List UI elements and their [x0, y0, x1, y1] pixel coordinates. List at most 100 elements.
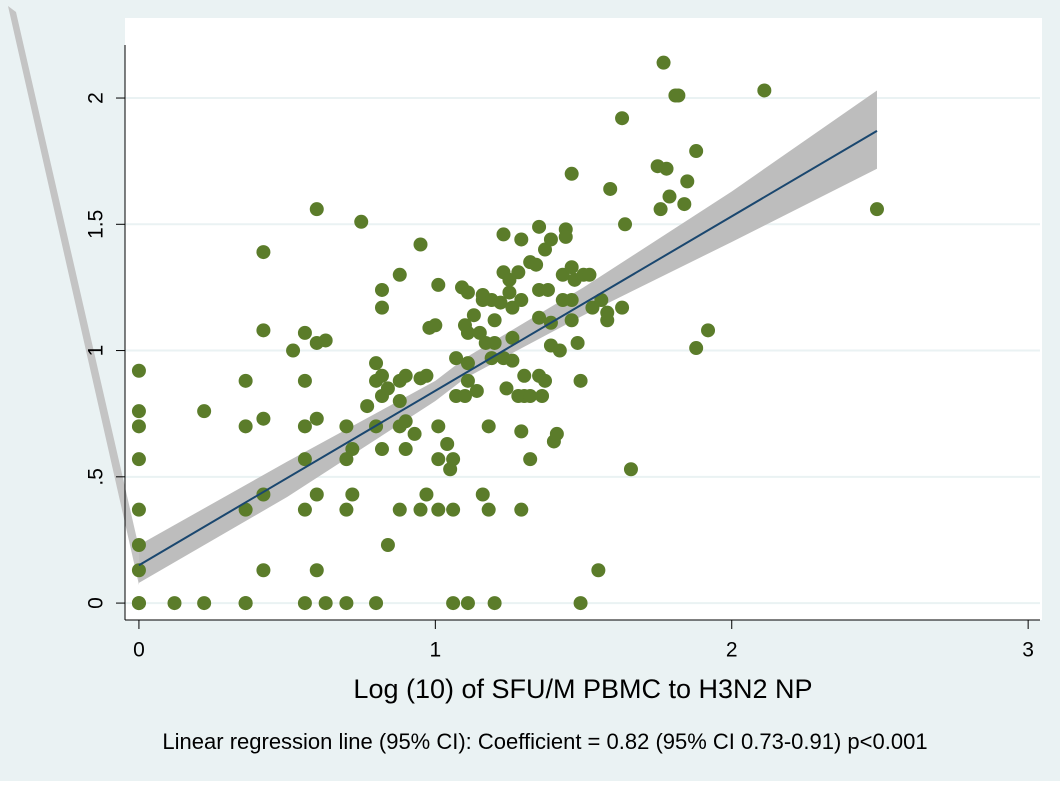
point: [869, 202, 884, 217]
point: [558, 229, 573, 244]
point: [505, 330, 520, 345]
points-layer: [131, 55, 884, 611]
point: [131, 538, 146, 552]
y-tick-label: .5: [85, 468, 108, 486]
point: [354, 214, 369, 229]
point: [653, 202, 668, 217]
point: [656, 55, 671, 70]
point: [487, 335, 502, 350]
point: [339, 419, 354, 434]
point: [573, 596, 588, 611]
point: [131, 502, 146, 517]
point: [460, 285, 475, 300]
point: [297, 452, 312, 467]
fit-layer: [138, 129, 878, 567]
point: [339, 596, 354, 611]
point: [131, 596, 146, 611]
point: [419, 487, 434, 502]
point: [256, 245, 271, 260]
point: [131, 363, 146, 378]
point: [460, 325, 475, 340]
point: [297, 325, 312, 340]
point: [535, 389, 550, 404]
point: [446, 502, 461, 517]
point: [345, 442, 360, 457]
x-tick-label: 2: [726, 639, 738, 662]
point: [309, 411, 324, 426]
point: [398, 442, 413, 457]
point: [446, 452, 461, 467]
point: [529, 257, 544, 272]
point: [514, 293, 529, 308]
point: [440, 436, 455, 451]
point: [431, 502, 446, 517]
point: [374, 282, 389, 297]
point: [380, 538, 395, 552]
point: [374, 368, 389, 383]
point: [481, 419, 496, 434]
point: [505, 353, 520, 368]
point: [615, 300, 630, 315]
point: [623, 462, 638, 477]
point: [523, 389, 538, 404]
point: [499, 381, 514, 396]
point: [543, 232, 558, 247]
point: [564, 166, 579, 181]
point: [256, 563, 271, 578]
point: [398, 414, 413, 429]
y-tick-label: 1.5: [85, 210, 108, 239]
point: [487, 313, 502, 328]
point: [514, 232, 529, 247]
point: [238, 502, 253, 517]
point: [460, 373, 475, 388]
fit-line: [138, 129, 878, 567]
point: [256, 411, 271, 426]
point: [374, 442, 389, 457]
point: [297, 596, 312, 611]
point: [431, 452, 446, 467]
point: [457, 389, 472, 404]
point: [449, 351, 464, 366]
point: [309, 202, 324, 217]
point: [573, 373, 588, 388]
x-tick-label: 1: [429, 639, 441, 662]
point: [131, 563, 146, 578]
point: [419, 368, 434, 383]
point: [671, 88, 686, 103]
point: [594, 293, 609, 308]
point: [345, 487, 360, 502]
point: [431, 277, 446, 292]
point: [380, 381, 395, 396]
point: [369, 596, 384, 611]
artifact: [8, 6, 139, 585]
point: [238, 596, 253, 611]
point: [286, 343, 301, 358]
point: [309, 487, 324, 502]
point: [238, 419, 253, 434]
point: [615, 111, 630, 126]
point: [374, 300, 389, 315]
point: [582, 267, 597, 282]
point: [466, 308, 481, 323]
point: [369, 356, 384, 371]
point: [469, 383, 484, 398]
point: [570, 335, 585, 350]
point: [680, 174, 695, 189]
point: [256, 323, 271, 338]
point: [318, 333, 333, 348]
point: [481, 502, 496, 517]
point: [472, 325, 487, 340]
point: [131, 404, 146, 419]
point: [600, 305, 615, 320]
point: [392, 394, 407, 409]
point: [413, 502, 428, 517]
point: [677, 197, 692, 212]
x-tick-label: 0: [133, 639, 145, 662]
point: [502, 285, 517, 300]
point: [689, 144, 704, 159]
point: [297, 502, 312, 517]
point: [564, 293, 579, 308]
point: [591, 563, 606, 578]
point: [532, 310, 547, 325]
